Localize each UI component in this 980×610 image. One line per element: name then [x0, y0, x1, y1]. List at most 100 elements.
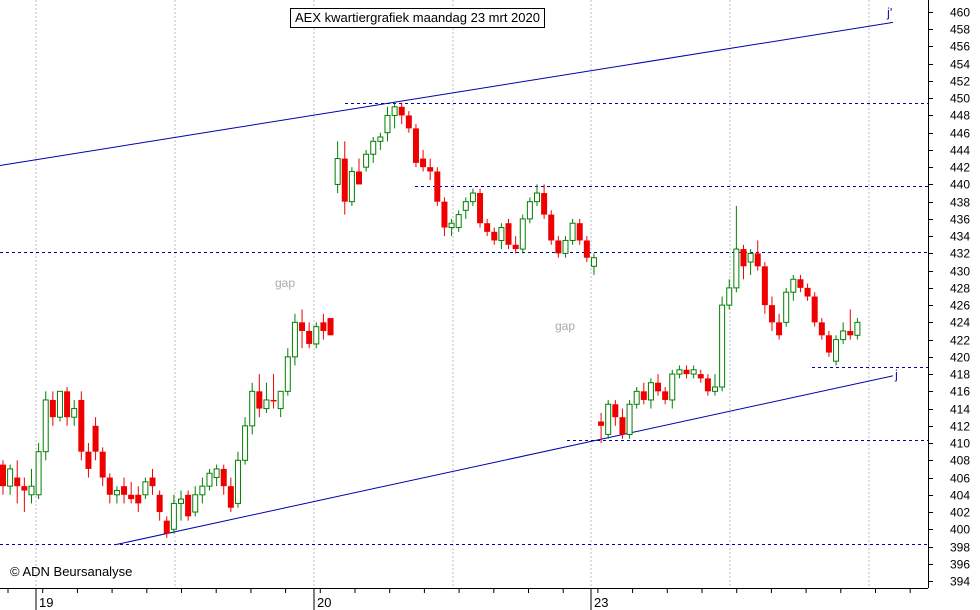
candle-down [441, 197, 448, 237]
candle-body [249, 390, 256, 427]
candle-down [847, 309, 854, 340]
candle-down [619, 408, 626, 439]
candle-up [71, 399, 78, 426]
candle-up [669, 369, 676, 409]
y-tick-label: 442 [950, 161, 970, 175]
candle-down [776, 313, 783, 340]
candle-down [818, 318, 825, 340]
candle-body [356, 171, 362, 185]
candle-body [213, 468, 220, 479]
candle-body [697, 374, 704, 379]
candle-down [121, 477, 128, 504]
candle-down [697, 369, 704, 383]
candle-up [498, 223, 505, 250]
candles [0, 102, 861, 538]
candle-down [740, 244, 747, 280]
candle-up [605, 399, 612, 439]
candle-up [199, 477, 206, 504]
candle-down [825, 330, 832, 357]
y-tick-label: 420 [950, 351, 970, 365]
candle-down [655, 374, 662, 396]
candle-up [263, 382, 270, 413]
candle-down [49, 391, 56, 426]
candle-down [14, 460, 21, 504]
candle-body [49, 399, 56, 418]
y-tick-label: 394 [950, 575, 970, 589]
candle-down [662, 387, 669, 405]
candle-body [370, 140, 377, 155]
candle-body [747, 252, 754, 263]
candle-up [370, 137, 377, 163]
candle-body [612, 404, 619, 418]
y-tick-label: 438 [950, 196, 970, 210]
candle-body [434, 171, 441, 202]
candle-body [783, 291, 790, 323]
candle-down [156, 490, 163, 521]
candle-body [804, 287, 811, 297]
candle-body [291, 321, 298, 358]
copyright-notice: © ADN Beursanalyse [10, 564, 133, 579]
candle-up [590, 253, 597, 275]
candle-up [242, 417, 249, 465]
candle-up [377, 132, 384, 150]
candle-body [227, 486, 234, 508]
candle-up [284, 348, 291, 396]
candle-body [448, 222, 455, 229]
candle-body [605, 403, 612, 435]
trendline [114, 375, 894, 546]
candle-down [405, 111, 412, 133]
candle-body [761, 266, 768, 306]
candle-down [220, 464, 227, 495]
candle-body [455, 214, 462, 229]
candle-body [541, 193, 548, 215]
candle-body [576, 223, 583, 241]
candle-body [704, 378, 711, 392]
y-tick-label: 428 [950, 282, 970, 296]
y-tick-label: 400 [950, 523, 970, 537]
x-tick-label: 19 [39, 595, 53, 610]
candle-body [569, 222, 576, 241]
candle-body [263, 399, 270, 410]
candle-down [163, 516, 170, 538]
candle-body [299, 322, 306, 331]
candle-up [170, 494, 177, 534]
candle-up [35, 443, 42, 500]
candle-down [811, 292, 818, 327]
candle-up [712, 374, 718, 396]
candle-body [35, 451, 42, 496]
candle-body [598, 421, 605, 426]
candle-body [754, 253, 761, 267]
candle-body [192, 494, 199, 513]
candle-up [455, 210, 462, 232]
candle-up [719, 296, 726, 392]
candle-down [356, 158, 362, 185]
candle-up [42, 391, 49, 461]
candle-down [92, 417, 99, 461]
candle-down [341, 141, 348, 215]
y-tick-label: 396 [950, 558, 970, 572]
candle-body [526, 201, 533, 220]
candle-body [733, 248, 740, 289]
candle-body [683, 369, 690, 375]
y-tick-label: 450 [950, 92, 970, 106]
candle-up [833, 335, 840, 366]
x-tick-label: 23 [594, 595, 608, 610]
candle-body [498, 227, 505, 241]
candle-body [647, 382, 654, 401]
candle-down [21, 477, 28, 513]
candle-body [491, 231, 498, 241]
candle-up [690, 365, 697, 379]
candle-body [825, 335, 832, 353]
candle-down [754, 240, 761, 271]
y-tick-label: 414 [950, 403, 970, 417]
candle-up [526, 197, 533, 224]
candle-down [761, 262, 768, 314]
candle-body [391, 106, 398, 116]
candle-body [21, 486, 28, 491]
y-tick-label: 430 [950, 265, 970, 279]
candle-up [633, 387, 640, 409]
candle-body [847, 330, 854, 336]
candle-body [726, 287, 733, 306]
candle-body [156, 494, 163, 513]
